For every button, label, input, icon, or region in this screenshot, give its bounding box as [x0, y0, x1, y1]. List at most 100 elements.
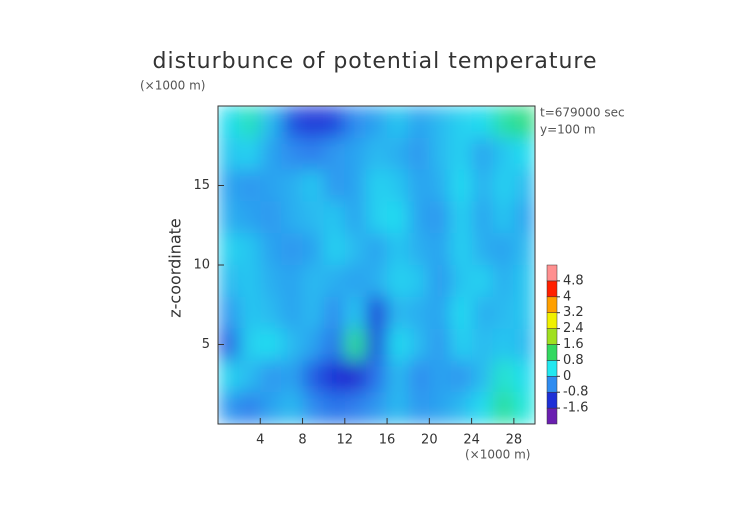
colorbar-swatch [546, 264, 558, 282]
cell [239, 265, 261, 298]
cell [323, 296, 346, 330]
cell [344, 265, 367, 298]
cell [408, 392, 430, 424]
y-tick-label: 5 [202, 337, 210, 352]
x-tick-label: 12 [337, 433, 354, 448]
cell [281, 296, 304, 330]
cell [387, 360, 409, 393]
y-tick-label: 15 [193, 178, 210, 193]
cell [429, 328, 451, 361]
cell [281, 265, 304, 298]
cell [513, 360, 535, 393]
cell [408, 137, 430, 171]
field [218, 106, 535, 424]
cell [387, 201, 409, 234]
cell [513, 392, 535, 424]
cell [429, 360, 451, 393]
cell [492, 137, 515, 171]
cell [492, 169, 515, 202]
colorbar-tick-label: 3.2 [563, 305, 584, 320]
cell [365, 233, 388, 266]
colorbar-tick-label: 4.8 [563, 273, 584, 288]
colorbar-tick-label: 0.8 [563, 353, 584, 368]
axes: 4 8 12 16 20 24 2851015-1.6-0.800.81.62.43.244… [193, 105, 588, 448]
colorbar-swatch [546, 391, 558, 409]
cell [323, 360, 346, 393]
cell [281, 392, 304, 424]
x-tick-label: 8 [298, 433, 306, 448]
cell [260, 392, 282, 424]
cell [513, 296, 535, 330]
colorbar-swatch [546, 344, 558, 361]
cell [365, 201, 388, 234]
cell [239, 328, 261, 361]
cell [302, 233, 325, 266]
colorbar-swatch [546, 296, 558, 313]
cell [344, 296, 367, 330]
cell [218, 328, 240, 361]
cell [365, 106, 388, 139]
cell [281, 137, 304, 171]
cell [323, 106, 346, 139]
cell [302, 169, 325, 202]
cell [302, 328, 325, 361]
cell [218, 233, 240, 266]
cell [302, 296, 325, 330]
cell [513, 106, 535, 139]
cell [471, 296, 494, 330]
cell [365, 169, 388, 202]
colorbar-tick-label: 2.4 [563, 321, 584, 336]
cell [281, 360, 304, 393]
cell [450, 137, 473, 171]
cell [260, 169, 282, 202]
cell [239, 106, 261, 139]
cell [513, 265, 535, 298]
cell [492, 360, 515, 393]
annotation: t=679000 sec [540, 106, 625, 120]
cell [302, 392, 325, 424]
colorbar-swatch [546, 376, 558, 393]
cell [239, 169, 261, 202]
cell [260, 360, 282, 393]
x-tick-label: 24 [463, 433, 480, 448]
x-tick-label: 28 [506, 433, 523, 448]
cell [387, 265, 409, 298]
cell [513, 233, 535, 266]
cell [365, 360, 388, 393]
cell [281, 106, 304, 139]
cell [408, 106, 430, 139]
cell [513, 328, 535, 361]
cell [302, 265, 325, 298]
cell [344, 137, 367, 171]
cell [218, 296, 240, 330]
cell [323, 392, 346, 424]
colorbar-swatch [546, 328, 558, 345]
cell [218, 137, 240, 171]
x-tick-label: 4 [256, 433, 264, 448]
cell [344, 106, 367, 139]
cell [387, 137, 409, 171]
cell [260, 296, 282, 330]
y-axis-label: z-coordinate [166, 218, 185, 318]
cell [239, 392, 261, 424]
cell [450, 233, 473, 266]
cell [408, 296, 430, 330]
cell [344, 392, 367, 424]
y-tick-label: 10 [193, 258, 210, 273]
cell [281, 201, 304, 234]
cell [239, 296, 261, 330]
chart-title: disturbunce of potential temperature [153, 49, 598, 74]
plot-area [218, 106, 535, 424]
cell [408, 328, 430, 361]
cell [492, 106, 515, 139]
cell [429, 201, 451, 234]
cell [429, 169, 451, 202]
cell [260, 201, 282, 234]
cell [492, 265, 515, 298]
cell [323, 328, 346, 361]
cell [344, 233, 367, 266]
cell [471, 392, 494, 424]
cell [365, 328, 388, 361]
cell [513, 201, 535, 234]
x-tick-label: 16 [379, 433, 396, 448]
